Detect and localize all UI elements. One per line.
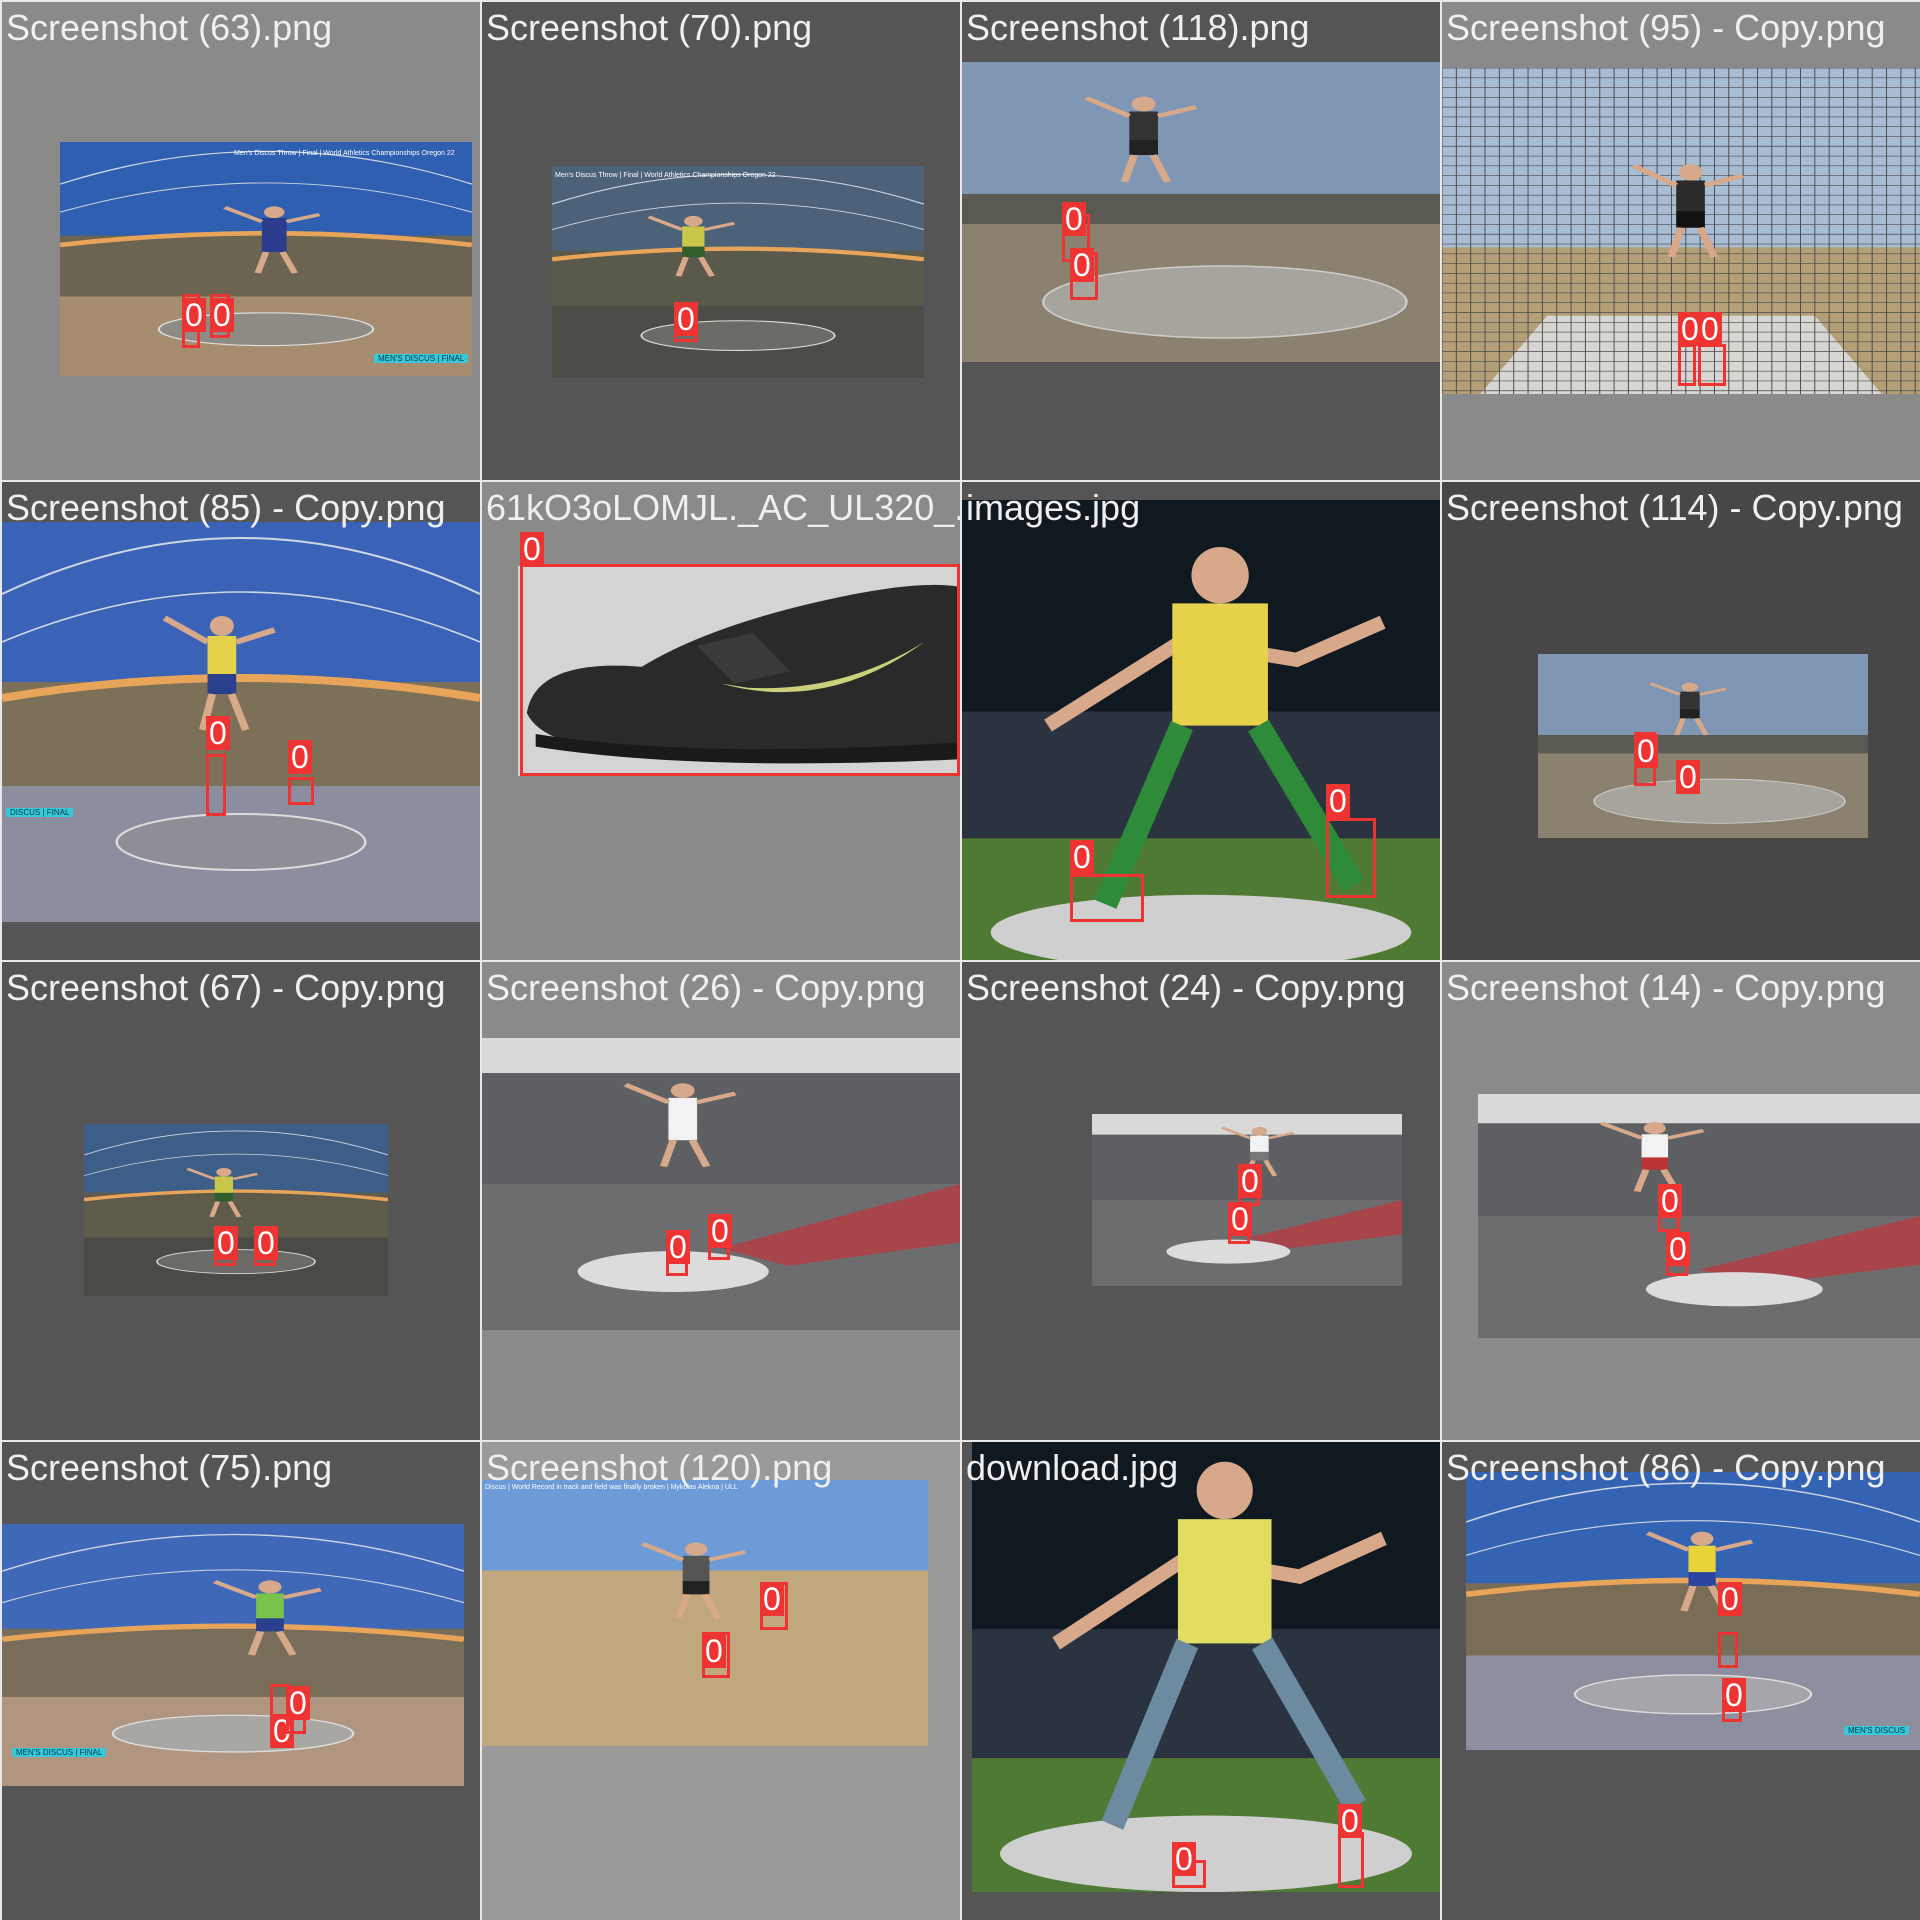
- detection-class-label: 0: [1718, 1582, 1742, 1616]
- broadcast-tag: MEN'S DISCUS | FINAL: [374, 354, 469, 363]
- detection-class-label: 0: [1062, 202, 1086, 236]
- filename-label: Screenshot (63).png: [6, 7, 333, 48]
- grid-tile: Screenshot (14) - Copy.png 0 0: [1440, 960, 1920, 1440]
- thumbnail-image: [482, 1038, 960, 1330]
- detection-box: [1678, 344, 1696, 386]
- grid-tile: Screenshot (95) - Copy.png 0 0: [1440, 0, 1920, 480]
- detection-class-label: 0: [702, 1634, 726, 1668]
- filename-label: Screenshot (67) - Copy.png: [6, 967, 446, 1008]
- detection-class-label: 0: [1172, 1842, 1196, 1876]
- grid-tile: Screenshot (70).png Men's Discus Throw | …: [480, 0, 960, 480]
- detection-class-label: 0: [286, 1686, 310, 1720]
- thumbnail-image: [552, 166, 924, 378]
- detection-class-label: 0: [1658, 1184, 1682, 1218]
- detection-class-label: 0: [288, 740, 312, 774]
- filename-label: Screenshot (120).png: [486, 1447, 833, 1488]
- thumbnail-image: [962, 62, 1440, 362]
- grid-tile: Screenshot (85) - Copy.png DISCUS | FINAL…: [0, 480, 480, 960]
- filename-label: Screenshot (14) - Copy.png: [1446, 967, 1886, 1008]
- detection-class-label: 0: [206, 716, 230, 750]
- filename-label: Screenshot (85) - Copy.png: [6, 487, 446, 528]
- detection-class-label: 0: [214, 1226, 238, 1260]
- detection-box: [1718, 1632, 1738, 1668]
- grid-tile: images.jpg 0 0: [960, 480, 1440, 960]
- video-title-overlay: Men's Discus Throw | Final | World Athle…: [555, 172, 776, 179]
- grid-tile: 61kO3oLOMJL._AC_UL320_.jpg 0: [480, 480, 960, 960]
- video-title-overlay: Discus | World Record in track and field…: [485, 1484, 738, 1491]
- filename-label: Screenshot (95) - Copy.png: [1446, 7, 1886, 48]
- thumbnail-image: [84, 1124, 388, 1296]
- thumbnail-image: [1538, 654, 1868, 838]
- filename-label: Screenshot (26) - Copy.png: [486, 967, 926, 1008]
- detection-class-label: 0: [1634, 734, 1658, 768]
- detection-box: [1698, 344, 1726, 386]
- detection-box: [206, 754, 226, 816]
- detection-class-label: 0: [1338, 1804, 1362, 1838]
- grid-tile: Screenshot (86) - Copy.png MEN'S DISCUS 0 0: [1440, 1440, 1920, 1920]
- detection-class-label: 0: [182, 298, 206, 332]
- thumbnail-image: [518, 566, 960, 776]
- detection-class-label: 0: [1722, 1678, 1746, 1712]
- filename-label: download.jpg: [966, 1447, 1179, 1488]
- detection-class-label: 0: [1070, 840, 1094, 874]
- thumbnail-image: [60, 142, 472, 376]
- grid-tile: Screenshot (67) - Copy.png 0 0: [0, 960, 480, 1440]
- detection-class-label: 0: [1326, 784, 1350, 818]
- thumbnail-image: [482, 1480, 928, 1746]
- detection-class-label: 0: [254, 1226, 278, 1260]
- detection-class-label: 0: [210, 298, 234, 332]
- detection-class-label: 0: [520, 532, 544, 566]
- detection-class-label: 0: [1676, 760, 1700, 794]
- thumbnail-image: [962, 500, 1440, 960]
- detection-box: [1338, 1832, 1364, 1888]
- detection-class-label: 0: [1678, 312, 1702, 346]
- filename-label: Screenshot (75).png: [6, 1447, 333, 1488]
- thumbnail-image: [1466, 1472, 1920, 1750]
- broadcast-tag: MEN'S DISCUS: [1844, 1726, 1910, 1735]
- detection-box: [288, 777, 314, 805]
- filename-label: Screenshot (114) - Copy.png: [1446, 487, 1903, 528]
- video-title-overlay: Men's Discus Throw | Final | World Athle…: [234, 150, 455, 157]
- detection-class-label: 0: [1666, 1232, 1690, 1266]
- grid-tile: Screenshot (118).png 0 0: [960, 0, 1440, 480]
- detection-class-label: 0: [708, 1214, 732, 1248]
- thumbnail-image: [972, 1442, 1440, 1892]
- filename-label: Screenshot (24) - Copy.png: [966, 967, 1406, 1008]
- filename-label: Screenshot (70).png: [486, 7, 813, 48]
- grid-tile: Screenshot (24) - Copy.png 0 0: [960, 960, 1440, 1440]
- detection-class-label: 0: [674, 302, 698, 336]
- detection-class-label: 0: [1238, 1164, 1262, 1198]
- grid-tile: Screenshot (26) - Copy.png 0 0: [480, 960, 960, 1440]
- broadcast-tag: DISCUS | FINAL: [6, 808, 74, 817]
- grid-tile: Screenshot (63).png Men's Discus Throw | …: [0, 0, 480, 480]
- detection-box: [1070, 874, 1144, 922]
- detection-box: [1326, 818, 1376, 898]
- detection-class-label: 0: [1228, 1202, 1252, 1236]
- detection-box: [520, 564, 960, 776]
- grid-tile: download.jpg 0 0: [960, 1440, 1440, 1920]
- thumbnail-image: [2, 522, 480, 922]
- detection-class-label: 0: [1698, 312, 1722, 346]
- filename-label: images.jpg: [966, 487, 1141, 528]
- filename-label: Screenshot (118).png: [966, 7, 1310, 48]
- grid-tile: Screenshot (120).png Discus | World Recor…: [480, 1440, 960, 1920]
- detection-class-label: 0: [760, 1582, 784, 1616]
- broadcast-tag: MEN'S DISCUS | FINAL: [12, 1748, 107, 1757]
- thumbnail-image: [1478, 1094, 1920, 1338]
- detection-class-label: 0: [666, 1230, 690, 1264]
- filename-label: 61kO3oLOMJL._AC_UL320_.jpg: [486, 487, 960, 528]
- grid-tile: Screenshot (75).png MEN'S DISCUS | FINAL 0…: [0, 1440, 480, 1920]
- detection-class-label: 0: [1070, 248, 1094, 282]
- thumbnail-image: [2, 1524, 464, 1786]
- filename-label: Screenshot (86) - Copy.png: [1446, 1447, 1886, 1488]
- grid-tile: Screenshot (114) - Copy.png 0 0: [1440, 480, 1920, 960]
